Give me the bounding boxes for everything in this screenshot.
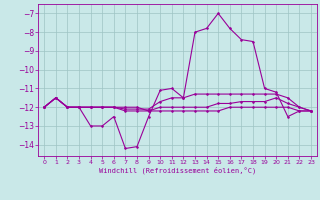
- X-axis label: Windchill (Refroidissement éolien,°C): Windchill (Refroidissement éolien,°C): [99, 167, 256, 174]
